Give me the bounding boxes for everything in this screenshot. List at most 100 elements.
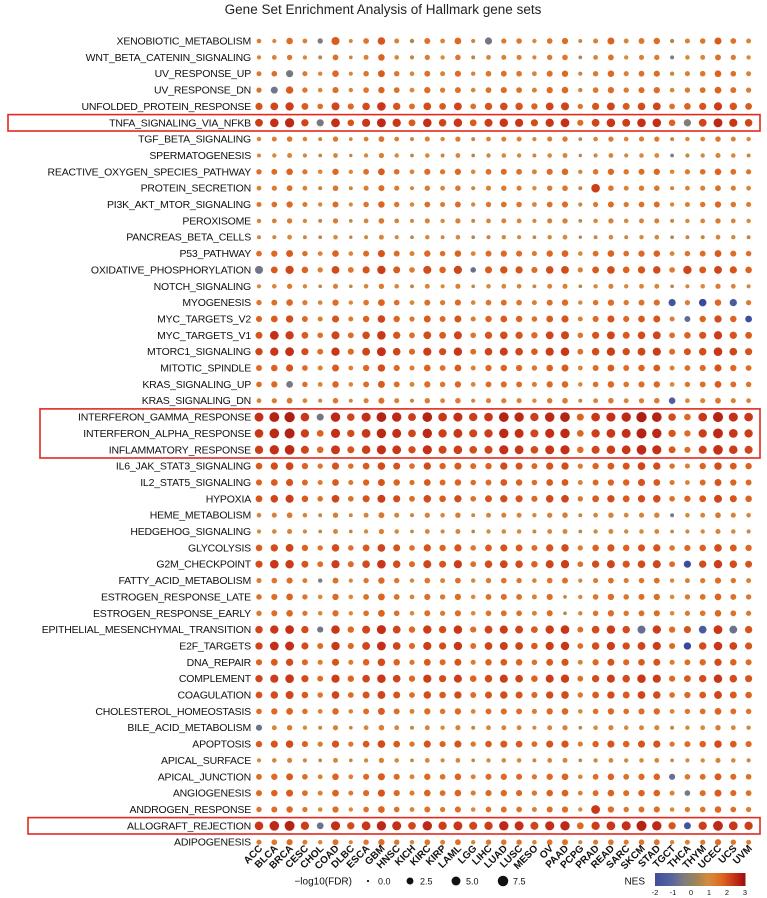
dot (286, 725, 293, 731)
dot (394, 839, 400, 845)
dot (470, 267, 476, 273)
dot (271, 839, 278, 846)
row-label: TNFA_SIGNALING_VIA_NFKB (109, 117, 251, 129)
dot (317, 300, 323, 305)
legend: −log10(FDR) NES 0.0 2.5 5.0 7.5-2 -1 0 1 2 3 (294, 873, 747, 897)
dot (348, 790, 354, 796)
dot (607, 495, 615, 503)
dot (561, 658, 569, 666)
dot (269, 559, 279, 569)
dot (362, 102, 370, 111)
dot (285, 658, 294, 666)
dot (471, 137, 476, 142)
dot (532, 202, 537, 207)
dot (577, 316, 583, 322)
dot (286, 201, 293, 208)
dot (410, 758, 414, 763)
dot (621, 428, 631, 438)
dot (654, 283, 660, 289)
dot (361, 445, 371, 455)
dot (453, 347, 463, 356)
dot (470, 709, 476, 714)
dot (270, 479, 278, 486)
dot (439, 348, 447, 356)
dot (271, 398, 277, 404)
dot (531, 103, 538, 110)
dot (715, 234, 721, 240)
dot (409, 774, 415, 780)
dot (729, 495, 737, 503)
dot (454, 544, 462, 552)
nes-gradient-segment (671, 873, 674, 886)
dot (545, 495, 554, 503)
dot (699, 250, 706, 257)
dot (638, 708, 645, 715)
dot (531, 251, 537, 257)
dot (285, 265, 294, 274)
dot (608, 185, 614, 191)
dot (547, 725, 553, 731)
dot (546, 577, 553, 584)
dot (500, 544, 508, 552)
dot (592, 102, 600, 110)
dot (455, 725, 461, 731)
dot (607, 806, 615, 813)
dot (698, 625, 707, 634)
dot (440, 839, 446, 845)
dot (516, 577, 522, 584)
nes-gradient-segment (735, 873, 738, 886)
nes-gradient-segment (661, 873, 664, 886)
dot (700, 512, 706, 518)
dot (470, 643, 477, 649)
dot (622, 462, 630, 470)
dot (331, 560, 340, 569)
dot (713, 625, 723, 634)
dot (715, 152, 721, 159)
dot (256, 806, 262, 813)
dot (591, 675, 600, 683)
dot (455, 577, 461, 584)
dot (286, 185, 293, 192)
dot (639, 758, 644, 763)
dot (302, 529, 307, 534)
dot (393, 266, 401, 274)
dot (453, 674, 462, 683)
dot (363, 218, 369, 224)
dot (730, 283, 736, 289)
dot (637, 266, 646, 274)
dot (378, 168, 385, 176)
dot (269, 428, 280, 439)
dot (623, 136, 629, 142)
dot (425, 235, 430, 240)
dot (331, 315, 340, 323)
dot (685, 529, 690, 534)
dot (439, 87, 446, 93)
dot (255, 675, 263, 683)
dot (684, 71, 690, 77)
dot (561, 806, 569, 813)
dot (714, 806, 722, 813)
dot (606, 331, 615, 340)
dot (410, 529, 414, 534)
dot (423, 315, 431, 323)
dot (607, 740, 615, 748)
dot (516, 201, 522, 208)
dot (362, 495, 370, 503)
dot (669, 348, 676, 355)
dot (423, 625, 432, 634)
dot (424, 708, 431, 715)
dot (547, 218, 553, 224)
dot (333, 757, 338, 763)
dot (301, 741, 308, 748)
row-labels-layer: XENOBIOTIC_METABOLISMWNT_BETA_CATENIN_SI… (42, 36, 252, 849)
dot (746, 758, 751, 763)
dot (363, 38, 369, 44)
dot (729, 691, 737, 699)
dot (546, 38, 553, 44)
dot (685, 235, 690, 240)
dot (439, 741, 446, 748)
dot (532, 137, 537, 142)
dot (577, 496, 583, 502)
dot (714, 839, 722, 846)
dot (698, 642, 707, 650)
